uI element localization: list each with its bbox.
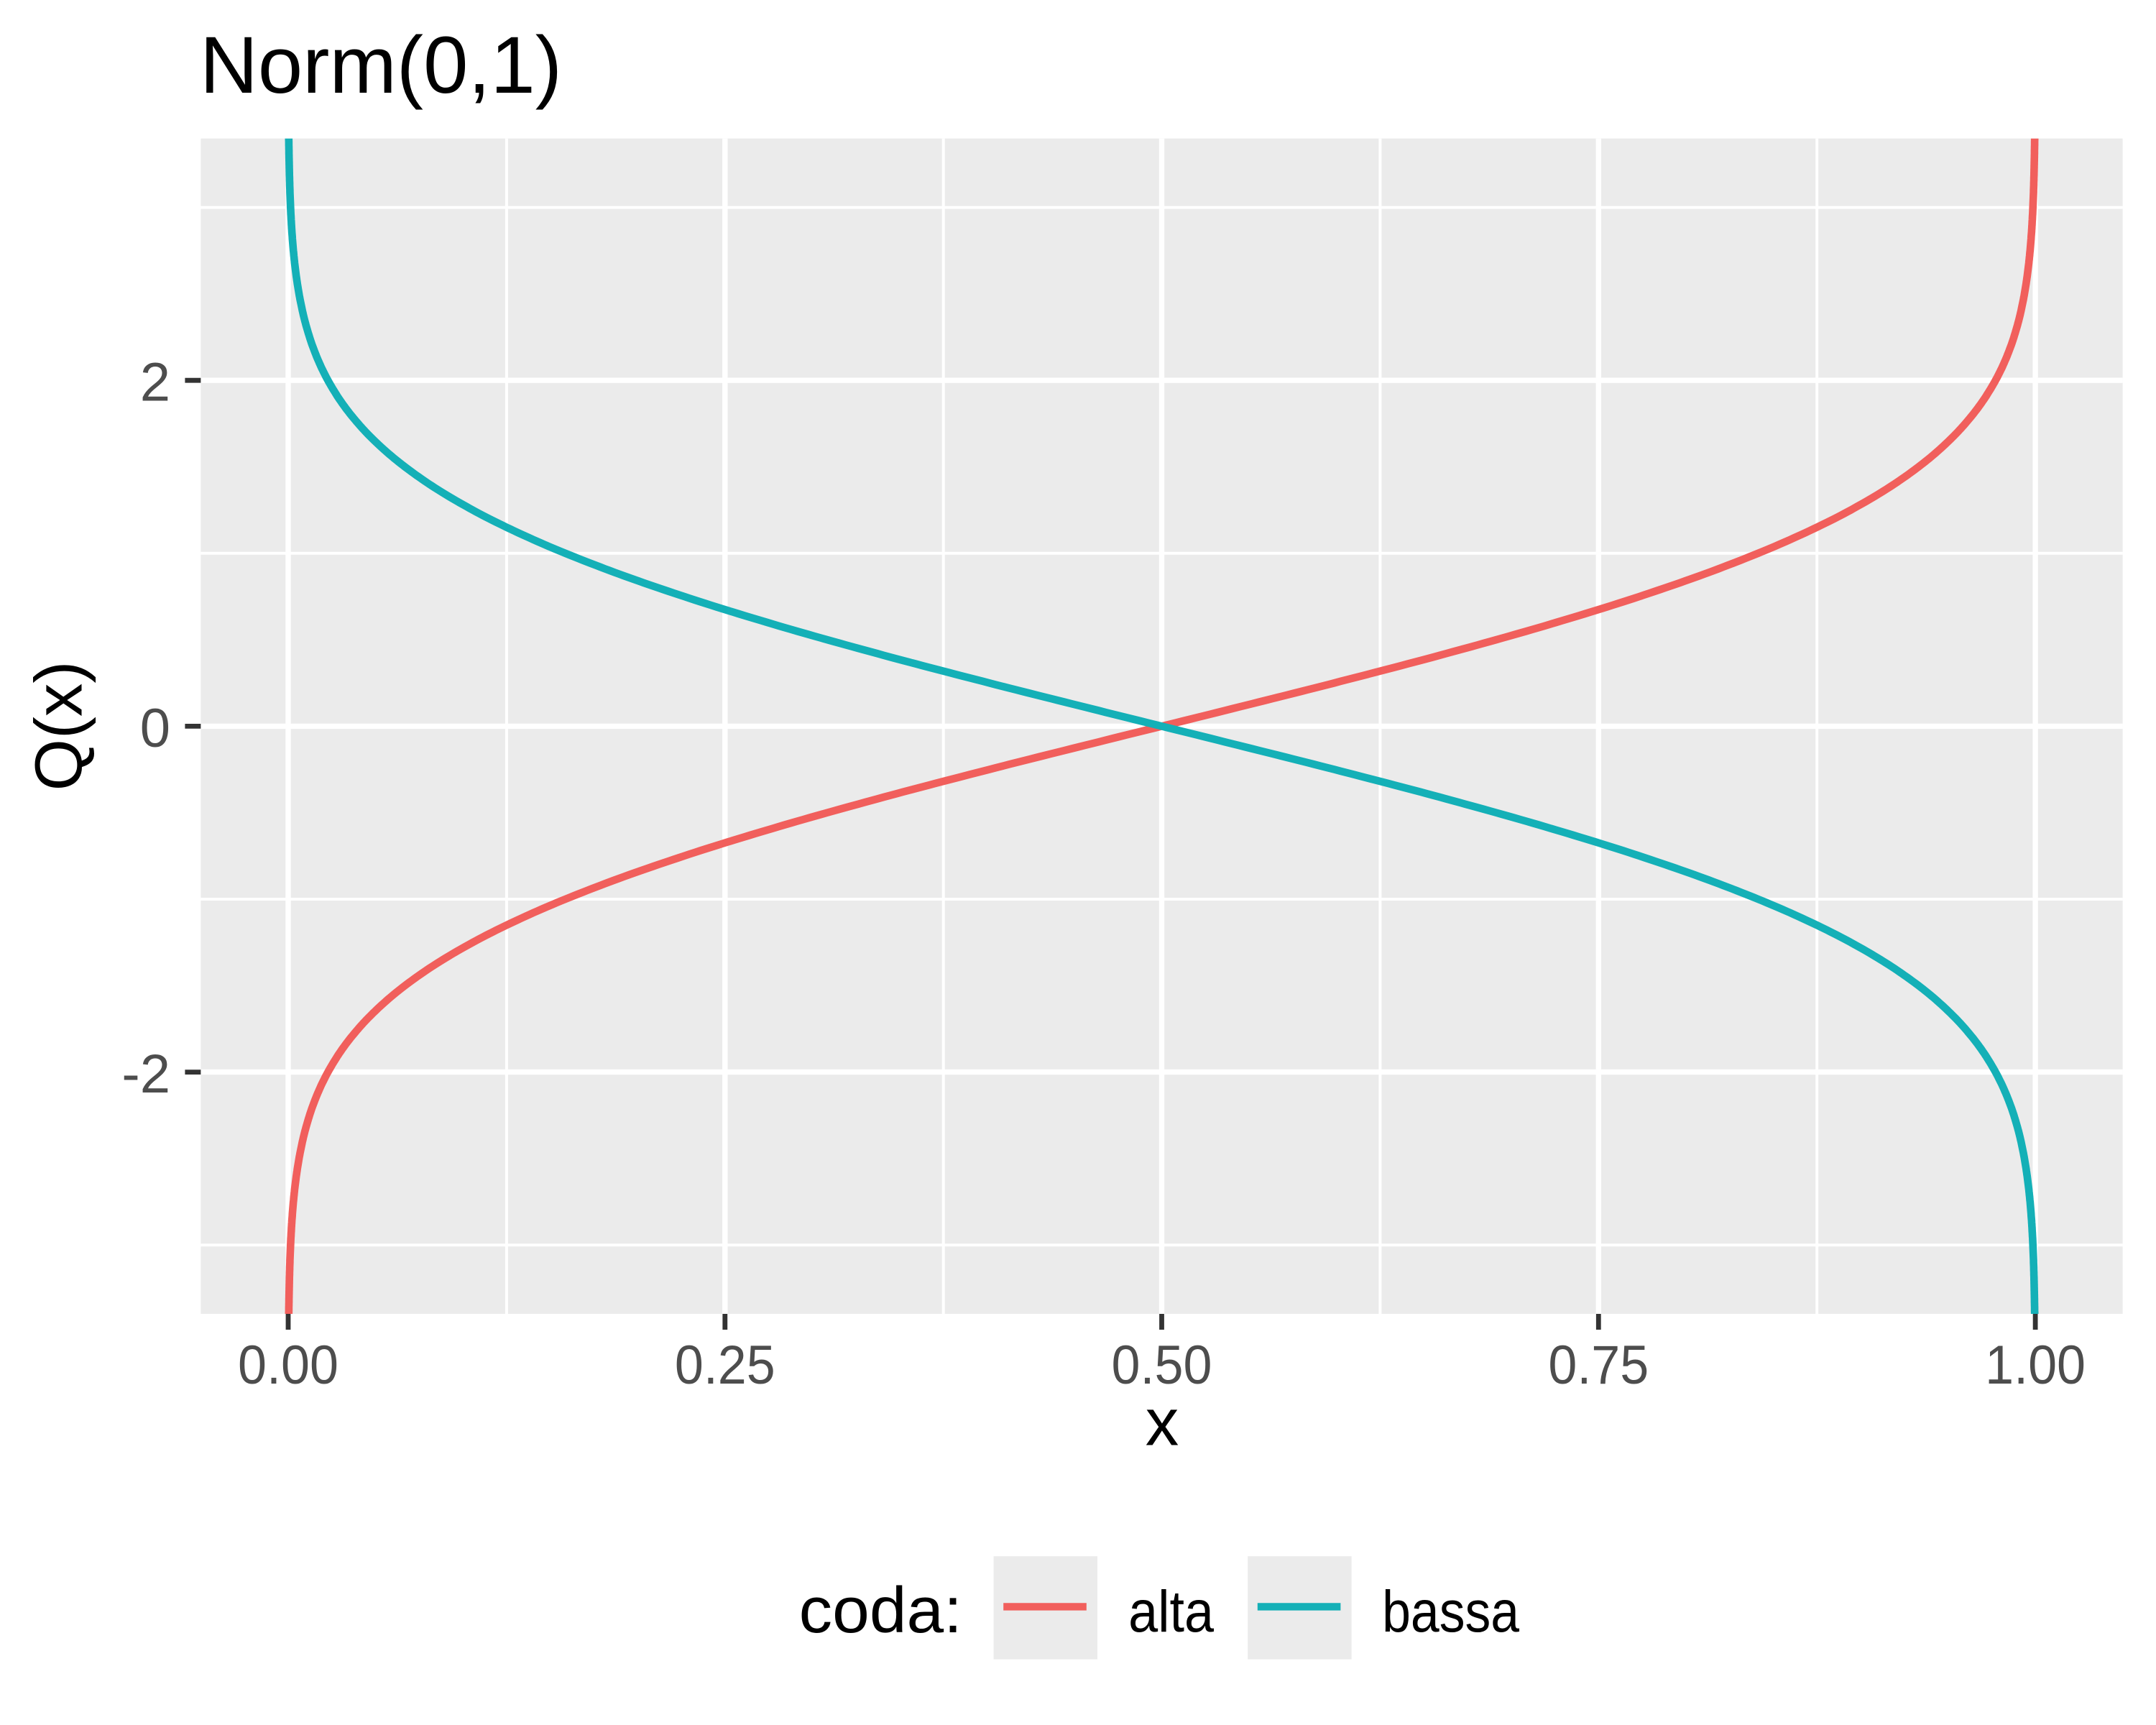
svg-text:Q(x): Q(x) xyxy=(21,661,96,791)
svg-text:0.25: 0.25 xyxy=(675,1335,775,1396)
svg-text:0.00: 0.00 xyxy=(238,1335,338,1396)
svg-text:0.75: 0.75 xyxy=(1548,1335,1649,1396)
svg-text:2: 2 xyxy=(140,352,170,413)
svg-text:alta: alta xyxy=(1128,1579,1214,1644)
svg-text:coda:: coda: xyxy=(799,1575,962,1647)
svg-text:x: x xyxy=(1146,1385,1179,1460)
svg-text:0: 0 xyxy=(140,698,170,759)
svg-text:-2: -2 xyxy=(121,1044,170,1105)
svg-text:0.50: 0.50 xyxy=(1112,1335,1212,1396)
svg-text:Norm(0,1): Norm(0,1) xyxy=(200,20,562,110)
svg-text:1.00: 1.00 xyxy=(1985,1335,2086,1396)
svg-text:bassa: bassa xyxy=(1382,1579,1519,1644)
